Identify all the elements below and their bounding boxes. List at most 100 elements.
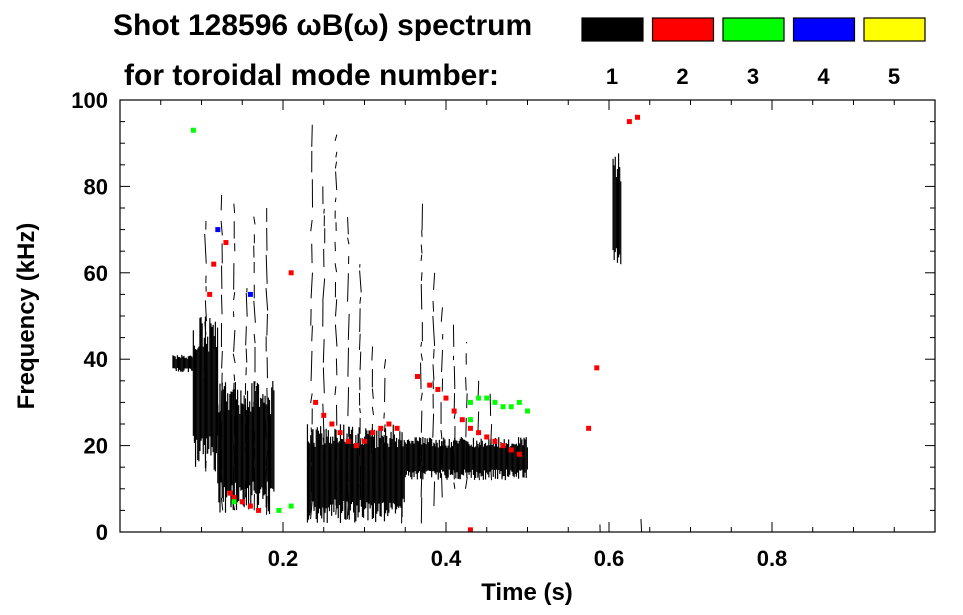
mode-point	[190, 127, 196, 133]
streak-segment	[253, 431, 256, 445]
streak-segment	[334, 263, 338, 273]
streak-segment	[246, 464, 248, 478]
mode-point	[594, 365, 600, 371]
streak-segment	[359, 438, 362, 456]
streak-segment	[233, 329, 236, 352]
y-tick-label: 40	[84, 347, 108, 372]
streak-segment	[347, 313, 350, 340]
spectral-streak	[452, 324, 456, 489]
mode-point	[247, 291, 253, 297]
x-tick-label: 0.6	[594, 546, 625, 571]
spectral-streak	[358, 264, 362, 498]
streak-segment	[399, 471, 402, 476]
y-tick-label: 80	[84, 174, 108, 199]
legend-swatch-2	[651, 17, 715, 42]
streak-segment	[432, 300, 435, 312]
mode-point	[443, 395, 449, 401]
title-line-2: for toroidal mode number:	[124, 59, 499, 92]
series-n=3	[190, 127, 530, 513]
plot-frame	[119, 99, 936, 533]
streak-segment	[204, 233, 207, 264]
mode-point	[247, 503, 253, 509]
mode-point	[378, 425, 384, 431]
streak-segment	[371, 406, 375, 416]
spectrum-data	[172, 114, 643, 533]
y-tick-label: 60	[84, 261, 108, 286]
streak-segment	[253, 381, 256, 392]
mode-point	[586, 425, 592, 431]
streak-segment	[359, 408, 361, 413]
streak-segment	[465, 341, 468, 344]
x-tick-label: 0.2	[268, 546, 299, 571]
streak-segment	[253, 216, 256, 225]
mode-point	[435, 386, 441, 392]
streak-segment	[490, 424, 493, 449]
x-axis-title: Time (s)	[481, 579, 573, 606]
legend-label-3: 3	[747, 64, 759, 89]
streak-segment	[440, 473, 443, 498]
streak-segment	[334, 386, 337, 396]
streak-segment	[322, 339, 325, 363]
streak-segment	[265, 254, 268, 284]
y-axis-title: Frequency (kHz)	[13, 223, 40, 410]
streak-segment	[220, 470, 223, 487]
streak-segment	[420, 392, 423, 401]
mode-point	[321, 412, 327, 418]
mode-point	[492, 399, 498, 405]
mode-point	[467, 425, 473, 431]
streak-segment	[220, 421, 223, 444]
mode-point	[467, 399, 473, 405]
streak-segment	[233, 203, 236, 214]
streak-segment	[346, 505, 349, 520]
streak-segment	[322, 367, 325, 394]
mode-point	[451, 408, 457, 414]
streak-segment	[420, 353, 423, 361]
streak-segment	[334, 134, 338, 141]
streak-segment	[205, 396, 207, 424]
spectral-streak	[204, 220, 207, 472]
streak-segment	[433, 481, 436, 507]
mode-point	[345, 438, 351, 444]
mode-point	[427, 382, 433, 388]
streak-segment	[310, 499, 313, 520]
y-tick-label: 20	[84, 434, 108, 459]
mode-point	[288, 503, 294, 509]
streak-segment	[453, 451, 455, 480]
streak-segment	[346, 483, 350, 504]
mode-point	[508, 447, 514, 453]
spectral-streak	[383, 359, 387, 507]
streak-segment	[441, 350, 444, 372]
mode-point	[276, 507, 282, 513]
streak-segment	[371, 423, 373, 453]
streak-segment	[489, 457, 493, 481]
mode-point	[500, 404, 506, 410]
streak-segment	[347, 217, 349, 235]
spectral-streak	[465, 341, 468, 489]
streak-segment	[310, 220, 313, 232]
streak-segment	[371, 388, 374, 399]
streak-segment	[347, 387, 350, 417]
streak-segment	[233, 374, 236, 381]
streak-segment	[245, 445, 248, 453]
streak-segment	[311, 325, 313, 342]
mode-point	[256, 507, 262, 513]
streak-segment	[311, 124, 313, 147]
mode-point	[337, 430, 343, 436]
streak-segment	[245, 348, 248, 363]
streak-segment	[432, 364, 435, 381]
spectral-streak	[440, 307, 444, 498]
streak-segment	[220, 220, 223, 236]
streak-segment	[334, 324, 338, 347]
streak-segment	[253, 448, 256, 468]
mode-point	[386, 421, 392, 427]
streak-segment	[346, 444, 350, 458]
streak-segment	[233, 466, 235, 496]
y-tick-label: 100	[71, 88, 108, 113]
spectral-streak	[232, 203, 236, 511]
streak-segment	[253, 333, 256, 344]
streak-segment	[335, 151, 338, 158]
mode-point	[516, 451, 522, 457]
x-tick-labels: 0.2 0.4 0.6 0.8	[268, 546, 788, 571]
series-n=1	[172, 124, 643, 533]
